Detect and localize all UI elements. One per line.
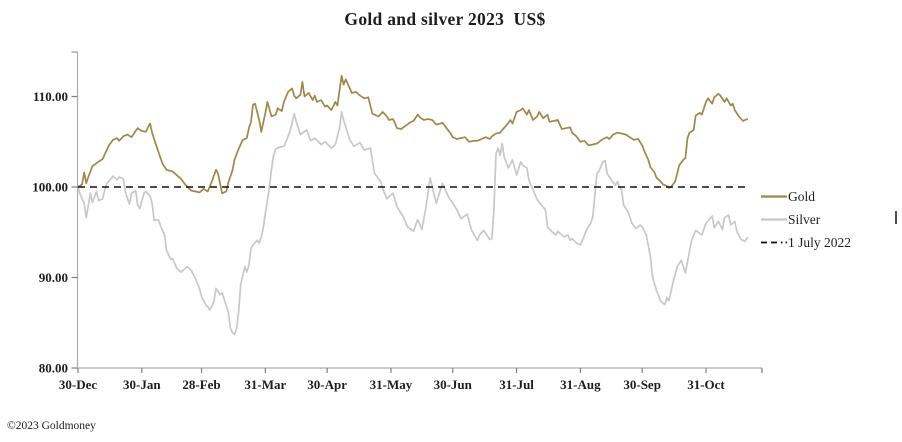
screen-edge-artifact	[895, 211, 897, 224]
x-axis-tick-label: 28-Feb	[182, 377, 220, 392]
x-axis-tick-label: 30-Apr	[307, 377, 347, 392]
legend-item-gold: Gold	[761, 188, 851, 204]
legend-label-silver: Silver	[788, 211, 821, 227]
chart-title: Gold and silver 2023 US$	[344, 9, 546, 29]
x-axis-tick-label: 30-Jan	[123, 377, 161, 392]
y-axis-tick-label: 100.00	[32, 180, 68, 195]
dashed-line-swatch	[761, 241, 787, 244]
legend-label-reference: 1 July 2022	[788, 234, 852, 250]
x-axis-tick-label: 31-Aug	[560, 377, 601, 392]
copyright-note: ©2023 Goldmoney	[7, 420, 96, 432]
x-axis-tick-label: 30-Sep	[623, 377, 661, 392]
x-axis-tick-label: 31-Oct	[687, 377, 725, 392]
gold-series-line	[77, 74, 749, 195]
x-axis-tick-label: 30-Jun	[434, 377, 473, 392]
y-axis-tick-label: 80.00	[39, 361, 68, 376]
silver-line-swatch	[761, 218, 787, 221]
legend-item-reference: 1 July 2022	[761, 234, 852, 250]
x-axis-tick-label: 30-Dec	[59, 377, 97, 392]
x-axis-tick-label: 31-May	[370, 377, 413, 392]
y-axis-tick-label: 110.00	[33, 89, 68, 104]
legend: Gold Silver 1 July 2022	[761, 188, 852, 250]
legend-item-silver: Silver	[761, 211, 851, 227]
y-axis-tick-label: 90.00	[39, 270, 68, 285]
gold-line-swatch	[761, 195, 787, 198]
x-axis-tick-label: 31-Jul	[499, 377, 534, 392]
silver-series-line	[77, 111, 749, 336]
x-axis-tick-label: 31-Mar	[244, 377, 286, 392]
legend-label-gold: Gold	[788, 188, 815, 204]
